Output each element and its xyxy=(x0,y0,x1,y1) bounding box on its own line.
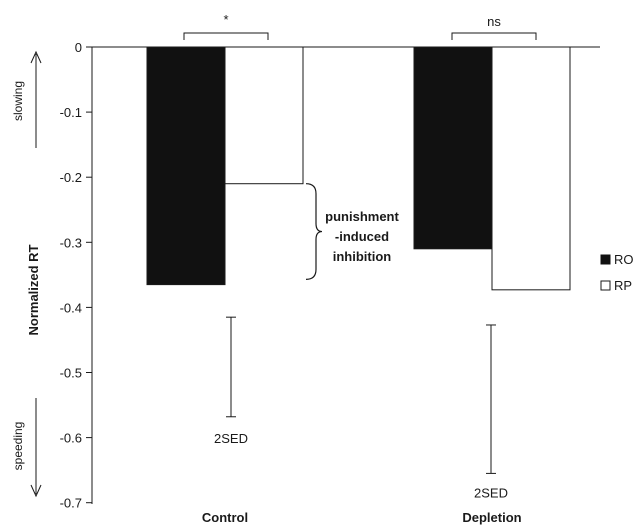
y-ticks: 0 -0.1 -0.2 -0.3 -0.4 -0.5 -0.6 -0.7 xyxy=(60,40,92,511)
bar-rp-control xyxy=(224,46,304,185)
significance-bracket xyxy=(451,32,537,40)
significance-group: * ns xyxy=(183,12,537,40)
y-tick-label: -0.5 xyxy=(60,366,82,381)
legend-label-ro: RO xyxy=(614,252,634,267)
inhibition-brace xyxy=(305,183,323,281)
category-label-control: Control xyxy=(202,510,248,525)
bar-rp-depletion xyxy=(491,46,571,291)
error-bar-label: 2SED xyxy=(214,431,248,446)
speeding-arrow-head xyxy=(30,484,42,498)
bar-ro-control xyxy=(146,46,226,286)
speeding-label: speeding xyxy=(11,422,25,471)
error-bar-label: 2SED xyxy=(474,485,508,500)
y-tick-label: -0.3 xyxy=(60,235,82,250)
slowing-arrow-head xyxy=(30,50,42,64)
y-axis-title: Normalized RT xyxy=(26,244,41,335)
annotation-line-1: punishment xyxy=(325,209,399,224)
bars-group xyxy=(146,46,571,291)
legend-swatch-ro xyxy=(600,254,611,265)
y-tick-label: -0.2 xyxy=(60,170,82,185)
annotation-line-2: -induced xyxy=(335,229,389,244)
annotation-line-3: inhibition xyxy=(333,249,392,264)
error-bars-group: 2SED 2SED xyxy=(214,316,508,500)
legend-swatch-rp xyxy=(600,280,611,291)
y-tick-label: -0.6 xyxy=(60,431,82,446)
category-label-depletion: Depletion xyxy=(462,510,521,525)
significance-bracket xyxy=(183,32,269,40)
y-tick-label: -0.4 xyxy=(60,300,82,315)
y-tick-label: -0.7 xyxy=(60,496,82,511)
significance-label: ns xyxy=(487,14,501,29)
y-tick-label: 0 xyxy=(75,40,82,55)
significance-label: * xyxy=(223,12,228,27)
bar-ro-depletion xyxy=(413,46,493,250)
y-tick-label: -0.1 xyxy=(60,105,82,120)
legend-label-rp: RP xyxy=(614,278,632,293)
slowing-label: slowing xyxy=(11,81,25,121)
